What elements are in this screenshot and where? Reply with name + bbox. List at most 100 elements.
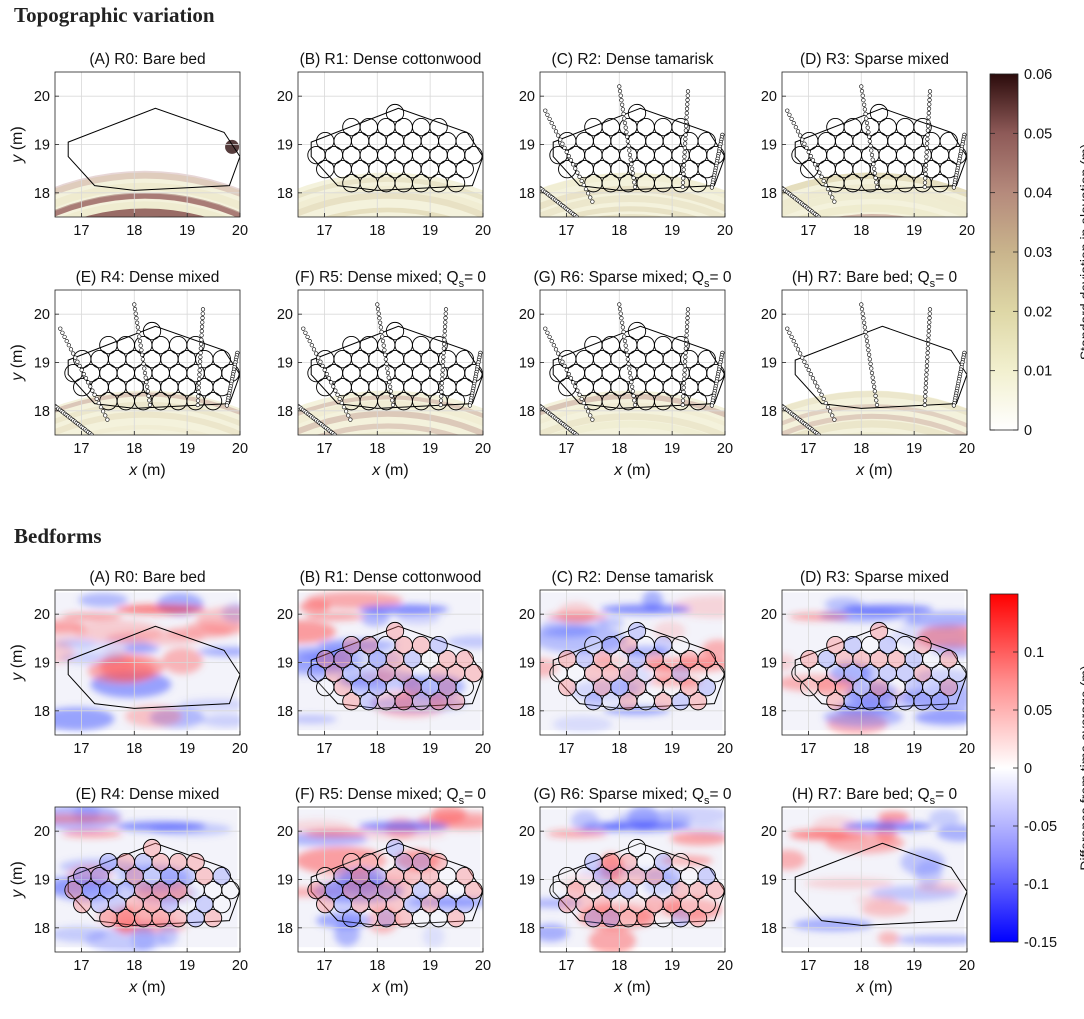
vegetation-cylinder bbox=[913, 635, 932, 655]
survey-point bbox=[874, 402, 880, 408]
survey-point bbox=[859, 302, 864, 307]
survey-point bbox=[922, 180, 928, 185]
survey-point bbox=[195, 402, 200, 408]
variation-band bbox=[540, 195, 725, 217]
x-tick-label: 18 bbox=[853, 441, 869, 457]
vegetation-cylinder bbox=[186, 335, 205, 355]
panel-title: (F) R5: Dense mixed; Qs= 0 bbox=[295, 269, 487, 290]
variation-band bbox=[298, 177, 483, 201]
vegetation-cylinder bbox=[558, 649, 577, 669]
vegetation-cylinder bbox=[455, 678, 474, 697]
x-tick-label: 19 bbox=[422, 958, 438, 974]
difference-blob bbox=[928, 809, 960, 828]
survey-point bbox=[341, 405, 347, 410]
y-tick-label: 20 bbox=[34, 824, 50, 840]
survey-point bbox=[377, 316, 382, 321]
map-layer bbox=[782, 290, 967, 435]
x-tick-label: 18 bbox=[853, 741, 869, 757]
difference-blob bbox=[877, 931, 900, 945]
survey-point bbox=[96, 400, 101, 406]
survey-point bbox=[925, 346, 930, 351]
colorbar-tick-label: 0 bbox=[1024, 761, 1032, 777]
x-tick-label: 18 bbox=[369, 741, 385, 757]
survey-point bbox=[375, 306, 381, 312]
survey-point bbox=[795, 347, 801, 352]
vegetation-cylinder bbox=[584, 852, 603, 872]
survey-point bbox=[136, 329, 141, 335]
difference-blob bbox=[358, 821, 449, 832]
survey-point bbox=[872, 389, 877, 394]
survey-point bbox=[623, 343, 628, 348]
survey-point bbox=[562, 363, 567, 368]
survey-point bbox=[622, 120, 628, 126]
map-layer bbox=[298, 72, 483, 217]
difference-blob bbox=[540, 923, 570, 942]
x-tick-label: 20 bbox=[475, 741, 491, 757]
survey-point bbox=[683, 342, 689, 347]
survey-point bbox=[622, 338, 628, 344]
survey-point bbox=[200, 320, 205, 325]
colorbar-label: Standard deviation in elevation (m) bbox=[1077, 144, 1084, 360]
difference-blob bbox=[55, 642, 75, 664]
grid bbox=[782, 807, 967, 952]
survey-point bbox=[441, 342, 447, 347]
survey-point bbox=[86, 380, 91, 385]
panel-title: (H) R7: Bare bed; Qs= 0 bbox=[792, 786, 958, 807]
variation-band bbox=[298, 185, 483, 212]
vegetation-cylinder bbox=[203, 392, 223, 411]
survey-point bbox=[830, 195, 835, 200]
difference-blob bbox=[55, 707, 115, 731]
vegetation-cylinder bbox=[896, 635, 915, 655]
survey-point bbox=[146, 393, 151, 398]
y-tick-label: 19 bbox=[519, 356, 535, 372]
survey-point bbox=[865, 125, 870, 130]
survey-point bbox=[869, 370, 875, 376]
survey-point bbox=[825, 187, 831, 192]
survey-point bbox=[60, 330, 65, 335]
y-tick-label: 19 bbox=[519, 656, 535, 672]
survey-point bbox=[579, 396, 584, 402]
y-tick-label: 19 bbox=[34, 138, 50, 154]
survey-point bbox=[817, 388, 822, 393]
x-tick-label: 18 bbox=[126, 223, 142, 239]
vegetation-cylinder bbox=[455, 131, 474, 151]
x-tick-label: 17 bbox=[558, 958, 574, 974]
grid bbox=[298, 72, 483, 217]
survey-point bbox=[618, 93, 623, 98]
survey-point bbox=[925, 342, 931, 347]
survey-point bbox=[823, 182, 828, 188]
survey-point bbox=[862, 320, 867, 325]
survey-point bbox=[382, 348, 387, 353]
difference-blob bbox=[793, 918, 873, 932]
difference-blob bbox=[914, 709, 967, 725]
survey-point bbox=[927, 97, 932, 103]
vegetation-cylinder bbox=[446, 909, 466, 928]
panel-title: (A) R0: Bare bed bbox=[89, 51, 205, 68]
vegetation-patch-outline bbox=[67, 842, 240, 926]
survey-point bbox=[864, 120, 870, 126]
difference-blob bbox=[661, 855, 714, 866]
survey-point bbox=[543, 326, 548, 331]
variation-band bbox=[298, 395, 483, 419]
survey-point bbox=[808, 372, 813, 377]
survey-point bbox=[590, 199, 595, 204]
survey-point bbox=[560, 359, 565, 364]
y-tick-label: 20 bbox=[761, 607, 777, 623]
survey-point bbox=[785, 108, 790, 113]
vegetation-cylinder bbox=[142, 321, 162, 341]
survey-point bbox=[585, 409, 591, 414]
survey-point bbox=[307, 338, 312, 344]
difference-blob bbox=[422, 925, 445, 948]
panel-topo-a: 17 18 19 20 20 19 18 (A) R0: Bare bed bbox=[34, 51, 248, 239]
survey-point bbox=[577, 392, 582, 397]
vegetation-cylinder bbox=[446, 692, 466, 711]
x-tick-label: 20 bbox=[475, 223, 491, 239]
x-tick-label: 18 bbox=[611, 741, 627, 757]
survey-point bbox=[798, 133, 803, 138]
vegetation-cylinder bbox=[429, 335, 448, 355]
x-tick-label: 19 bbox=[664, 441, 680, 457]
survey-point bbox=[145, 384, 150, 389]
y-tick-label: 18 bbox=[277, 404, 293, 420]
vegetation-cylinder bbox=[930, 692, 950, 711]
variation-band bbox=[461, 443, 800, 532]
